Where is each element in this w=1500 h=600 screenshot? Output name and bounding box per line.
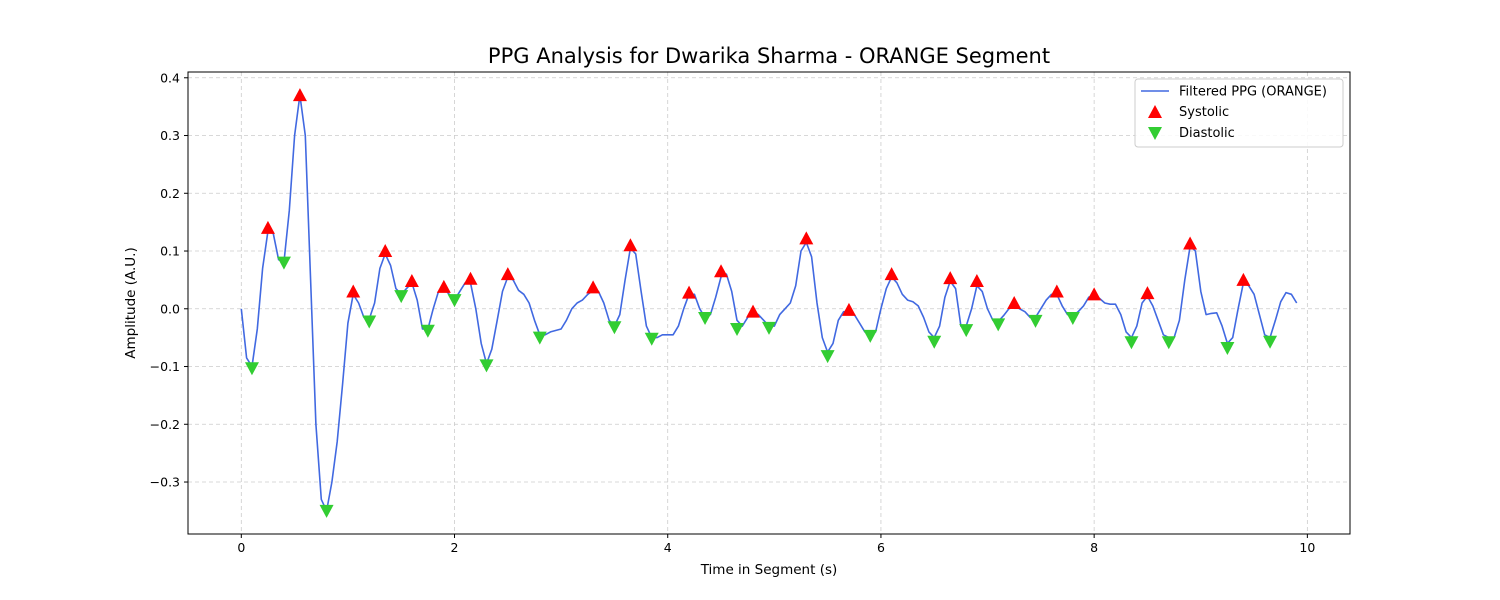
y-tick-label: −0.1 — [150, 359, 180, 374]
diastolic-marker — [420, 324, 435, 338]
plot-data — [240, 88, 1298, 518]
plot-frame — [187, 71, 1351, 535]
systolic-marker — [1049, 284, 1064, 298]
legend: Filtered PPG (ORANGE) Systolic Diastolic — [1134, 78, 1344, 148]
legend-box — [1134, 78, 1344, 148]
systolic-marker — [623, 238, 638, 252]
systolic-marker — [404, 274, 419, 288]
y-tick-label: 0.3 — [160, 128, 180, 143]
systolic-marker — [500, 267, 515, 281]
legend-label-systolic: Systolic — [1179, 105, 1229, 120]
systolic-marker — [841, 302, 856, 316]
systolic-marker — [1140, 286, 1155, 300]
systolic-marker — [436, 279, 451, 293]
systolic-marker — [969, 274, 984, 288]
systolic-marker — [346, 284, 361, 298]
systolic-marker — [682, 285, 697, 299]
diastolic-marker — [394, 290, 409, 304]
systolic-marker — [799, 231, 814, 245]
y-axis-label: Amplitude (A.U.) — [123, 247, 139, 358]
y-tick-label: −0.2 — [150, 417, 180, 432]
diastolic-marker — [1028, 314, 1043, 328]
diastolic-marker — [762, 321, 776, 335]
diastolic-marker — [927, 335, 942, 349]
legend-systolic-swatch — [1148, 105, 1162, 118]
systolic-marker — [1236, 272, 1251, 286]
systolic-marker — [746, 304, 761, 318]
legend-label-ppg: Filtered PPG (ORANGE) — [1179, 85, 1327, 100]
systolic-marker — [463, 271, 478, 285]
diastolic-marker — [959, 324, 974, 338]
diastolic-marker — [479, 359, 494, 373]
x-tick-label: 10 — [1299, 540, 1315, 555]
diastolic-marker — [863, 329, 878, 343]
systolic-marker — [714, 264, 729, 278]
systolic-marker — [1087, 287, 1102, 301]
diastolic-marker — [319, 504, 334, 518]
y-tick-label: 0.2 — [160, 186, 180, 201]
diastolic-marker — [1263, 335, 1278, 349]
diastolic-marker — [1065, 312, 1080, 326]
diastolic-marker — [1220, 342, 1235, 356]
legend-label-diastolic: Diastolic — [1179, 126, 1235, 141]
systolic-marker — [884, 267, 899, 281]
systolic-marker — [586, 280, 601, 294]
diastolic-marker — [698, 312, 713, 326]
diastolic-marker — [532, 331, 547, 345]
chart-title: PPG Analysis for Dwarika Sharma - ORANGE… — [488, 44, 1050, 68]
x-tick-label: 2 — [451, 540, 459, 555]
systolic-marker — [378, 244, 393, 258]
diastolic-marker — [244, 362, 259, 376]
diastolic-marker — [607, 321, 622, 335]
systolic-marker — [943, 271, 958, 285]
systolic-marker — [1183, 236, 1198, 250]
diastolic-marker — [1161, 336, 1176, 350]
diastolic-marker — [447, 294, 462, 308]
x-axis-label: Time in Segment (s) — [700, 562, 838, 578]
axis-ticks: 0 2 4 6 8 10 −0.3 −0.2 −0.1 0.0 0.1 0.2 0.3 0.4 — [150, 70, 1316, 555]
systolic-marker — [260, 220, 275, 234]
y-tick-label: 0.0 — [160, 301, 180, 316]
systolic-marker — [1007, 296, 1022, 309]
y-tick-label: 0.4 — [160, 70, 180, 85]
x-tick-label: 8 — [1090, 540, 1098, 555]
diastolic-marker — [1124, 336, 1139, 350]
legend-diastolic-swatch — [1148, 127, 1162, 140]
y-tick-label: −0.3 — [150, 475, 180, 490]
diastolic-marker — [730, 322, 745, 336]
y-tick-label: 0.1 — [160, 244, 180, 259]
diastolic-marker — [991, 318, 1006, 332]
systolic-marker — [292, 88, 307, 102]
diastolic-marker — [644, 332, 659, 346]
diastolic-marker — [820, 350, 835, 364]
x-tick-label: 6 — [877, 540, 885, 555]
x-tick-label: 0 — [237, 540, 245, 555]
diastolic-marker — [362, 315, 377, 329]
diastolic-marker — [276, 256, 291, 270]
x-tick-label: 4 — [664, 540, 672, 555]
